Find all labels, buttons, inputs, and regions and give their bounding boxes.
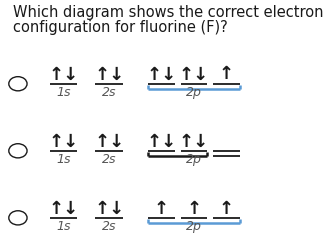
- Text: 1s: 1s: [56, 219, 71, 232]
- Text: ↑↓: ↑↓: [179, 132, 209, 150]
- Text: ↑: ↑: [154, 199, 169, 217]
- Text: ↑: ↑: [186, 199, 201, 217]
- Text: Which diagram shows the correct electron: Which diagram shows the correct electron: [13, 5, 323, 20]
- Text: ↑↓: ↑↓: [146, 65, 176, 83]
- Text: ↑↓: ↑↓: [179, 65, 209, 83]
- Text: 1s: 1s: [56, 86, 71, 99]
- Text: 2s: 2s: [102, 152, 116, 165]
- Text: ↑: ↑: [219, 65, 234, 83]
- Text: ↑: ↑: [219, 199, 234, 217]
- Text: ↑↓: ↑↓: [49, 199, 79, 217]
- Text: ↑↓: ↑↓: [146, 132, 176, 150]
- Text: ↑↓: ↑↓: [94, 132, 124, 150]
- Text: configuration for fluorine (F)?: configuration for fluorine (F)?: [13, 20, 228, 35]
- Text: 2p: 2p: [186, 152, 202, 165]
- Text: 2s: 2s: [102, 86, 116, 99]
- Text: ↑↓: ↑↓: [94, 199, 124, 217]
- Text: 2p: 2p: [186, 86, 202, 99]
- Text: 2s: 2s: [102, 219, 116, 232]
- Text: ↑↓: ↑↓: [49, 132, 79, 150]
- Text: ↑↓: ↑↓: [94, 65, 124, 83]
- Text: 2p: 2p: [186, 219, 202, 232]
- Text: 1s: 1s: [56, 152, 71, 165]
- Text: ↑↓: ↑↓: [49, 65, 79, 83]
